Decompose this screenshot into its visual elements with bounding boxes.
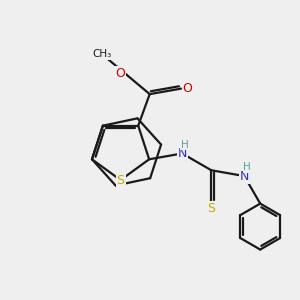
Text: N: N bbox=[240, 169, 249, 183]
Text: O: O bbox=[115, 67, 125, 80]
Text: CH₃: CH₃ bbox=[92, 49, 112, 59]
Text: H: H bbox=[181, 140, 189, 150]
Text: S: S bbox=[117, 174, 124, 187]
Text: S: S bbox=[207, 202, 215, 215]
Text: O: O bbox=[183, 82, 192, 95]
Text: N: N bbox=[178, 147, 187, 160]
Text: H: H bbox=[243, 162, 251, 172]
